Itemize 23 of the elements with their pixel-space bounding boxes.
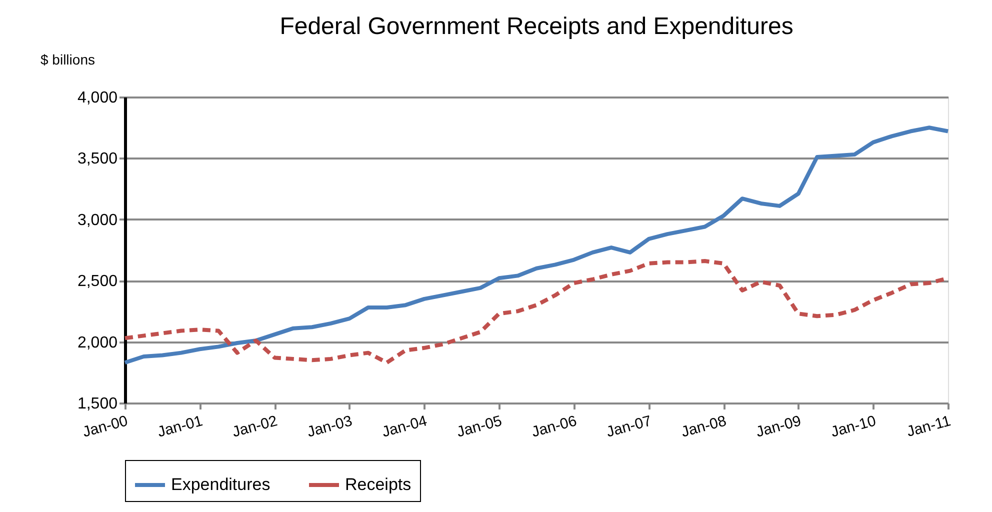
x-tick-label: Jan-11 <box>905 412 953 441</box>
y-tick-label: 2,000 <box>77 334 118 352</box>
x-tick-label: Jan-08 <box>679 412 728 441</box>
y-axis-title: $ billions <box>40 52 95 68</box>
chart-title: Federal Government Receipts and Expenditures <box>280 13 794 40</box>
x-tick-label: Jan-04 <box>380 412 429 441</box>
y-tick-label: 2,500 <box>77 273 118 290</box>
x-tick-label: Jan-06 <box>530 412 579 441</box>
legend-label: Expenditures <box>171 475 270 494</box>
x-tick-label: Jan-03 <box>305 412 354 441</box>
y-tick-label: 3,000 <box>77 212 118 229</box>
x-tick-label: Jan-01 <box>156 412 204 441</box>
legend-label: Receipts <box>345 475 412 494</box>
x-tick-label: Jan-05 <box>455 412 504 441</box>
y-tick-label: 4,000 <box>77 90 118 106</box>
y-tick-label: 1,500 <box>77 396 118 412</box>
y-tick-label: 3,500 <box>77 150 118 168</box>
x-tick-label: Jan-09 <box>754 412 804 441</box>
x-tick-label: Jan-10 <box>829 412 878 441</box>
x-tick-label: Jan-00 <box>80 412 130 441</box>
x-tick-label: Jan-02 <box>230 412 280 441</box>
line-series <box>123 126 950 365</box>
x-tick-label: Jan-07 <box>604 412 654 441</box>
